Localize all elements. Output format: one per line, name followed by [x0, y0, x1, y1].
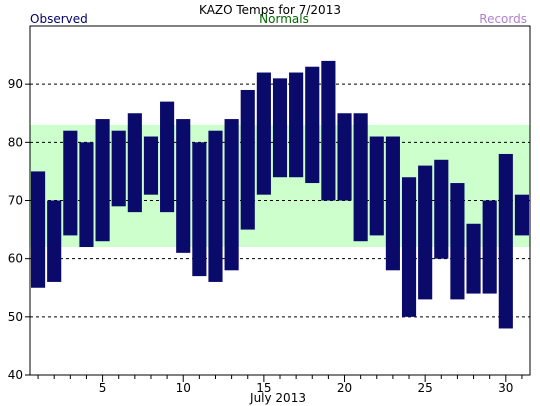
observed-bar	[337, 113, 352, 201]
observed-bar	[353, 113, 368, 242]
x-tick-label: 20	[337, 381, 352, 395]
observed-bar	[514, 194, 529, 236]
observed-bar	[466, 223, 481, 294]
observed-bar	[498, 153, 513, 329]
legend-normals: Normals	[259, 12, 309, 26]
x-tick-label: 25	[418, 381, 433, 395]
observed-bar	[450, 183, 465, 300]
x-tick-label: 30	[498, 381, 513, 395]
observed-bar	[272, 78, 288, 178]
y-tick-label: 70	[8, 194, 23, 208]
y-tick-label: 40	[8, 368, 23, 382]
observed-bar	[418, 165, 433, 300]
observed-bar	[192, 142, 207, 277]
observed-bar	[63, 130, 78, 236]
observed-bar	[143, 136, 159, 195]
x-tick-label: 10	[176, 381, 191, 395]
plot-area: 5 10 15 20 25 30 40 50 60 70 80 90	[8, 25, 531, 395]
observed-bar	[305, 66, 320, 184]
y-tick-label: 60	[8, 252, 23, 266]
legend-records: Records	[479, 12, 527, 26]
observed-bar	[79, 142, 94, 248]
observed-bar	[160, 101, 175, 213]
y-tick-label: 50	[8, 310, 23, 324]
observed-bar	[31, 171, 46, 288]
x-tick-label: 15	[256, 381, 271, 395]
x-tick-label: 5	[99, 381, 107, 395]
observed-bar	[434, 159, 449, 259]
y-tick-label: 90	[8, 77, 23, 91]
legend-observed: Observed	[30, 12, 88, 26]
observed-bar	[240, 89, 255, 230]
y-tick-label: 80	[8, 135, 23, 149]
observed-bar	[256, 72, 271, 195]
observed-bar	[369, 136, 384, 236]
observed-bar	[482, 200, 497, 294]
observed-bar	[224, 119, 239, 271]
observed-bar	[321, 60, 336, 201]
observed-bar	[176, 119, 191, 253]
observed-bar	[208, 130, 223, 282]
observed-bar	[401, 177, 417, 317]
observed-bar	[385, 136, 400, 271]
observed-bar	[95, 119, 110, 242]
observed-bar	[47, 200, 62, 282]
chart-title: KAZO Temps for 7/2013	[199, 3, 341, 17]
observed-bar	[289, 72, 304, 178]
x-axis-label: July 2013	[249, 391, 306, 405]
observed-bar	[111, 130, 126, 207]
observed-bar	[127, 113, 142, 213]
